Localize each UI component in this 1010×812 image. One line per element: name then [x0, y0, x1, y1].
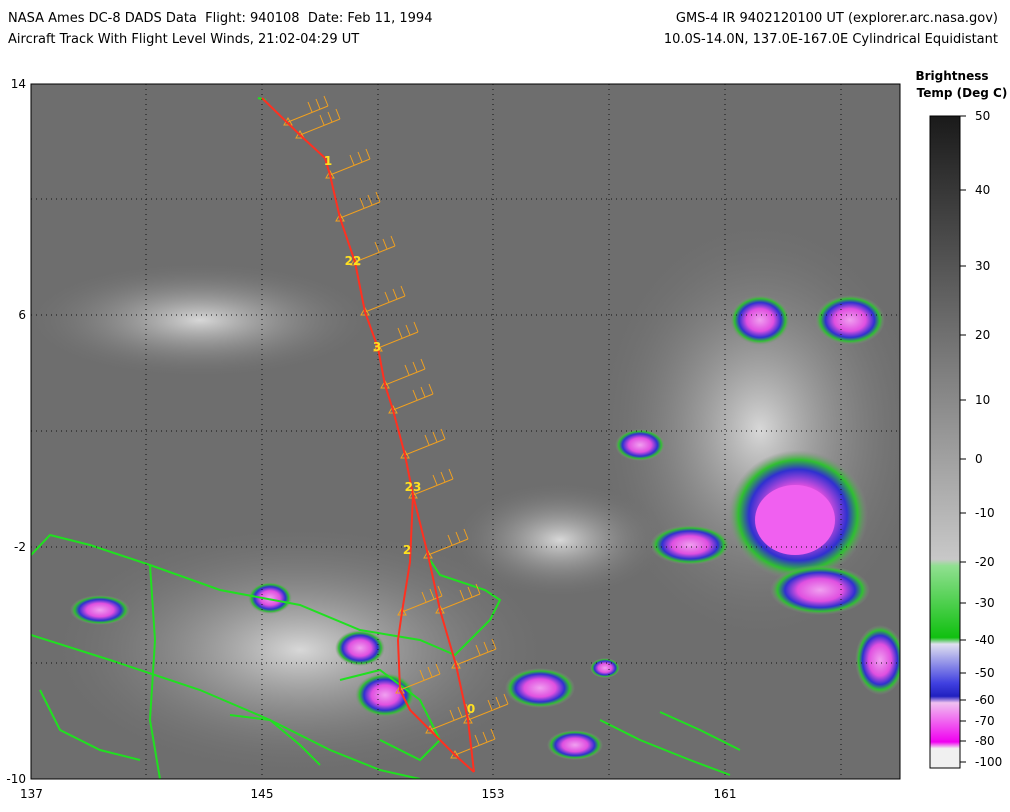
flight-track [396, 494, 475, 773]
wind-barb [454, 728, 496, 756]
lon-label: 153 [482, 787, 505, 801]
coastline [229, 714, 321, 766]
convection [505, 668, 575, 708]
lon-label: 145 [251, 787, 274, 801]
colorbar-tick-label: -10 [975, 506, 995, 520]
convection [547, 730, 603, 760]
wind-barb [392, 383, 434, 411]
colorbar-tick-label: -60 [975, 693, 995, 707]
colorbar-tick-label: 20 [975, 328, 990, 342]
colorbar-tick-label: -50 [975, 666, 995, 680]
convection [248, 582, 292, 614]
convection [70, 595, 130, 625]
header-right-1: GMS-4 IR 9402120100 UT (explorer.arc.nas… [676, 11, 998, 26]
colorbar-tick-label: 0 [975, 452, 983, 466]
colorbar-title: Brightness [915, 69, 988, 83]
track-label: 23 [405, 480, 422, 494]
track-marker [395, 684, 405, 694]
colorbar-tick-label: 40 [975, 183, 990, 197]
lon-label: 161 [714, 787, 737, 801]
coastline [599, 719, 731, 776]
coastline [659, 711, 741, 751]
colorbar-tick-label: 10 [975, 393, 990, 407]
header-left-1: NASA Ames DC-8 DADS Data Flight: 940108 … [8, 11, 432, 26]
wind-barb [467, 693, 509, 721]
colorbar-tick-label: -100 [975, 755, 1002, 769]
track-label: 1 [324, 154, 332, 168]
wind-barb [364, 285, 406, 313]
colorbar-title: Temp (Deg C) [917, 86, 1008, 100]
convection [855, 625, 900, 695]
header-right-2: 10.0S-14.0N, 137.0E-167.0E Cylindrical E… [664, 32, 998, 47]
wind-barb [384, 358, 426, 386]
coastlines [31, 97, 741, 779]
convection [590, 658, 620, 678]
convection [355, 673, 415, 717]
convection [815, 295, 885, 345]
track-marker [360, 306, 370, 316]
wind-barb [377, 321, 419, 349]
track-marker [295, 129, 305, 139]
colorbar: Brightness Temp (Deg C) 50 40 30 20 10 0 -10 -2… [915, 69, 1007, 769]
coastline [39, 689, 141, 761]
colorbar-tick-label: 30 [975, 259, 990, 273]
wind-barb [404, 428, 446, 456]
track-label: 0 [467, 702, 475, 716]
wind-barb [329, 148, 371, 176]
colorbar-tick-label: 50 [975, 109, 990, 123]
coastline [31, 533, 502, 657]
wind-barb [429, 703, 471, 731]
colorbar-tick-label: -80 [975, 734, 995, 748]
wind-barb [439, 583, 481, 611]
lat-label: -2 [14, 540, 26, 554]
wind-barb [339, 191, 381, 219]
colorbar-tick-label: -20 [975, 555, 995, 569]
convection [615, 429, 665, 461]
track-marker [450, 749, 460, 759]
cloud [40, 520, 560, 779]
cloud [31, 260, 380, 380]
lat-label: -10 [6, 772, 26, 786]
satellite-image [31, 84, 900, 779]
wind-barb [399, 663, 441, 691]
convection [730, 295, 790, 345]
track-label: 2 [403, 543, 411, 557]
lat-label: 14 [11, 77, 26, 91]
graticule [31, 84, 900, 779]
cloud [450, 480, 670, 600]
colorbar-tick-label: -30 [975, 596, 995, 610]
wind-barb [401, 585, 443, 613]
convection [770, 565, 870, 615]
track-marker [425, 724, 435, 734]
lon-label: 137 [20, 787, 43, 801]
track-labels: 1 22 3 23 2 0 [324, 154, 475, 716]
header-left-2: Aircraft Track With Flight Level Winds, … [8, 32, 359, 47]
wind-barb [412, 468, 454, 496]
header: NASA Ames DC-8 DADS Data Flight: 940108 … [8, 11, 998, 47]
flight-track [261, 97, 475, 773]
track-label: 22 [345, 254, 362, 268]
wind-barb [455, 638, 497, 666]
track-label: 3 [373, 340, 381, 354]
coastline [339, 668, 442, 762]
colorbar-tick-label: -40 [975, 633, 995, 647]
coastline [148, 564, 161, 779]
wind-barb [299, 108, 341, 136]
wind-barb [427, 528, 469, 556]
map-frame [30, 83, 901, 780]
convection-core [755, 485, 835, 555]
colorbar-tick-label: -70 [975, 714, 995, 728]
wind-barb [287, 95, 329, 123]
convection [335, 630, 385, 666]
convection [650, 525, 730, 565]
colorbar-scale [929, 115, 961, 769]
lat-label: 6 [18, 308, 26, 322]
wind-barb [354, 235, 396, 263]
